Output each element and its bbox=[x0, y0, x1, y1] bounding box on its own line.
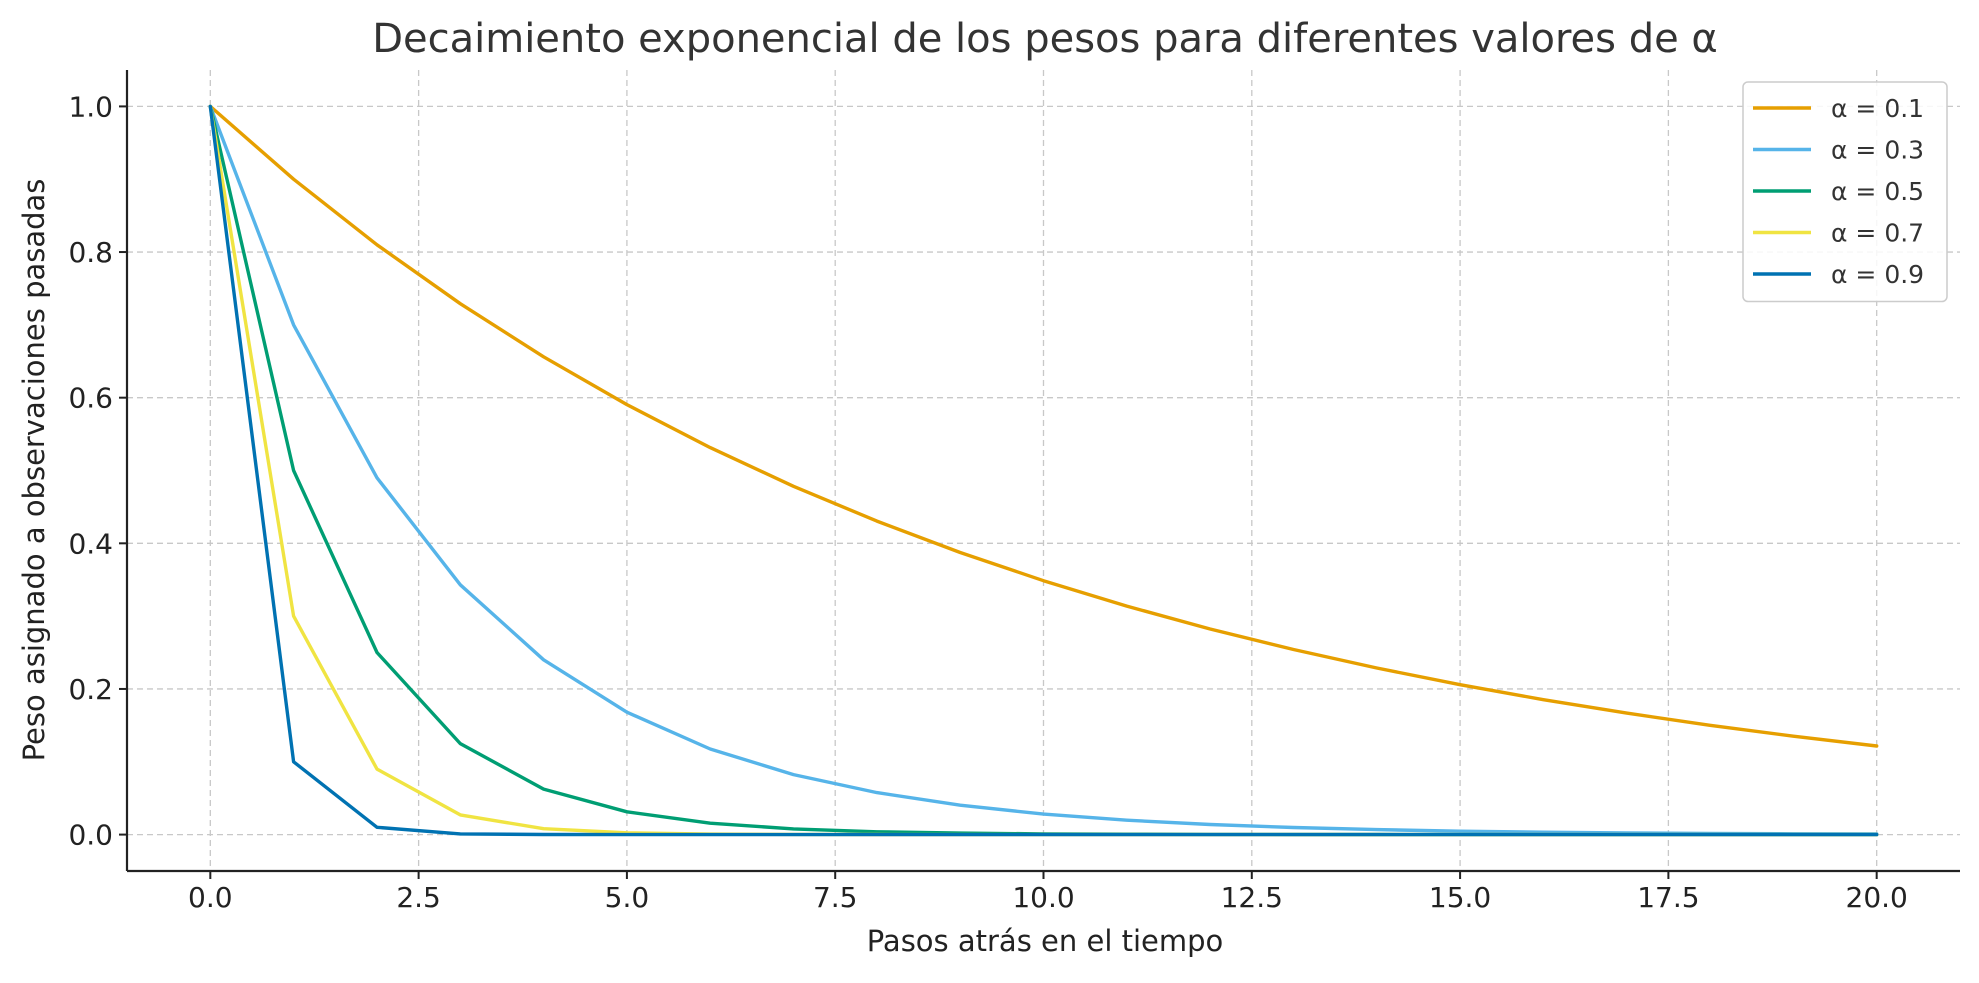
x-tick-label: 2.5 bbox=[396, 881, 441, 914]
legend: α = 0.1 α = 0.3 α = 0.5 α = 0.7 α = 0.9 bbox=[1742, 81, 1948, 303]
y-tick-label: 0.0 bbox=[68, 819, 113, 852]
x-tick-label: 0.0 bbox=[188, 881, 233, 914]
x-tick-label: 7.5 bbox=[813, 881, 858, 914]
tick-labels: 0.0 2.5 5.0 7.5 10.0 12.5 15.0 17.5 20.0 0.0 0.2 0.… bbox=[68, 90, 1907, 914]
series-line-1 bbox=[208, 104, 1879, 748]
y-tick-label: 0.6 bbox=[68, 382, 113, 415]
series-line-2 bbox=[208, 104, 1879, 836]
x-tick-label: 15.0 bbox=[1429, 881, 1491, 914]
series-lines bbox=[208, 104, 1879, 837]
series-line-5 bbox=[208, 104, 1879, 837]
legend-label: α = 0.9 bbox=[1831, 260, 1924, 289]
legend-label: α = 0.7 bbox=[1831, 219, 1924, 248]
legend-label: α = 0.3 bbox=[1831, 136, 1924, 165]
grid bbox=[127, 70, 1960, 871]
y-tick-label: 0.8 bbox=[68, 236, 113, 269]
x-axis-label: Pasos atrás en el tiempo bbox=[867, 924, 1224, 958]
x-tick-label: 10.0 bbox=[1012, 881, 1074, 914]
x-tick-label: 5.0 bbox=[605, 881, 650, 914]
legend-label: α = 0.1 bbox=[1831, 94, 1924, 123]
legend-label: α = 0.5 bbox=[1831, 177, 1924, 206]
legend-box bbox=[1742, 81, 1948, 303]
x-tick-label: 12.5 bbox=[1221, 881, 1283, 914]
x-tick-label: 17.5 bbox=[1637, 881, 1699, 914]
x-tick-label: 20.0 bbox=[1846, 881, 1908, 914]
y-tick-label: 1.0 bbox=[68, 90, 113, 123]
y-tick-label: 0.2 bbox=[68, 673, 113, 706]
y-tick-label: 0.4 bbox=[68, 527, 113, 560]
y-axis-label: Peso asignado a observaciones pasadas bbox=[17, 179, 51, 762]
chart-title: Decaimiento exponencial de los pesos par… bbox=[372, 16, 1718, 62]
